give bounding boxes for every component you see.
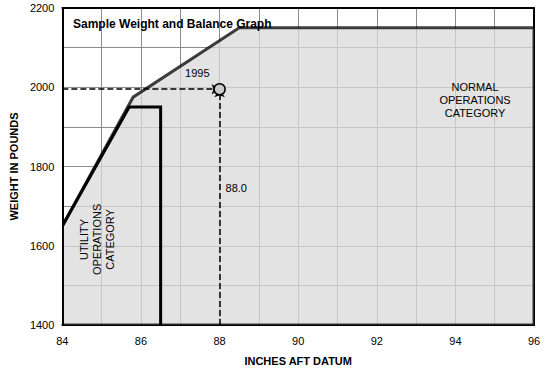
svg-text:90: 90: [292, 335, 304, 347]
svg-text:1400: 1400: [30, 319, 54, 331]
svg-text:1800: 1800: [30, 161, 54, 173]
svg-text:NORMAL: NORMAL: [452, 81, 499, 93]
svg-text:INCHES AFT DATUM: INCHES AFT DATUM: [244, 355, 352, 367]
svg-text:OPERATIONS: OPERATIONS: [439, 94, 510, 106]
svg-text:88: 88: [213, 335, 225, 347]
svg-text:86: 86: [135, 335, 147, 347]
svg-text:2000: 2000: [30, 81, 54, 93]
svg-text:WEIGHT IN POUNDS: WEIGHT IN POUNDS: [8, 112, 20, 220]
svg-text:Sample Weight and Balance Grap: Sample Weight and Balance Graph: [73, 17, 272, 31]
svg-text:88.0: 88.0: [226, 182, 247, 194]
svg-text:1995: 1995: [185, 67, 209, 79]
svg-text:92: 92: [371, 335, 383, 347]
svg-text:1600: 1600: [30, 240, 54, 252]
svg-text:2200: 2200: [30, 2, 54, 14]
svg-text:94: 94: [449, 335, 461, 347]
svg-text:96: 96: [528, 335, 540, 347]
svg-text:CATEGORY: CATEGORY: [104, 208, 116, 269]
svg-text:84: 84: [56, 335, 68, 347]
svg-text:OPERATIONS: OPERATIONS: [91, 204, 103, 275]
svg-text:CATEGORY: CATEGORY: [445, 107, 506, 119]
svg-text:UTILITY: UTILITY: [78, 218, 90, 260]
